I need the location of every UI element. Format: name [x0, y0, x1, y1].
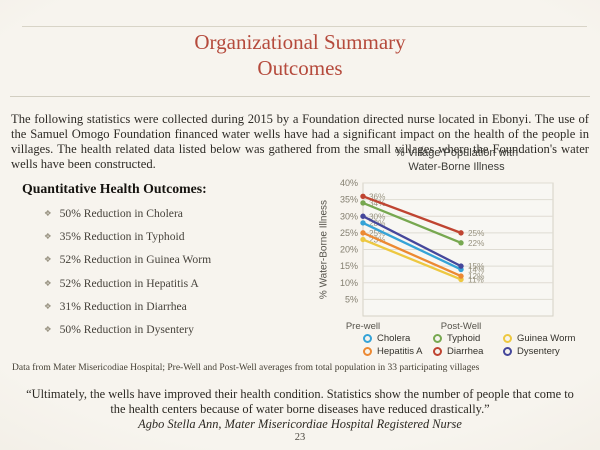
source-note: Data from Mater Misericodiae Hospital; P… — [12, 363, 480, 373]
outcome-label: 52% Reduction in Guinea Worm — [59, 253, 212, 267]
outcomes-list: ❖ 50% Reduction in Cholera ❖ 35% Reduction… — [44, 207, 211, 346]
ring-marker-icon — [503, 347, 512, 356]
legend-item-cholera: Cholera — [363, 333, 433, 344]
diamond-bullet-icon: ❖ — [44, 231, 52, 242]
ring-marker-icon — [363, 334, 372, 343]
svg-text:15%: 15% — [340, 261, 358, 271]
svg-text:20%: 20% — [340, 245, 358, 255]
svg-text:40%: 40% — [340, 178, 358, 188]
legend-label: Typhoid — [447, 333, 481, 344]
diamond-bullet-icon: ❖ — [44, 277, 52, 288]
svg-text:30%: 30% — [340, 211, 358, 221]
outcome-label: 50% Reduction in Cholera — [59, 207, 183, 220]
svg-text:Post-Well: Post-Well — [441, 321, 481, 332]
diamond-bullet-icon: ❖ — [44, 208, 52, 218]
svg-text:30%: 30% — [369, 212, 385, 221]
chart-legend: Cholera Typhoid Guinea Worm Hepatitis A … — [363, 333, 600, 357]
list-item: ❖ 52% Reduction in Guinea Worm — [44, 253, 211, 268]
list-item: ❖ 50% Reduction in Cholera — [44, 207, 211, 222]
svg-text:11%: 11% — [468, 275, 484, 284]
line-chart-plot: 5% 10% 15% 20% 25% 30% 35% 40% Pre-well Post-Well… — [340, 178, 554, 332]
svg-text:5%: 5% — [345, 294, 358, 304]
svg-text:22%: 22% — [468, 239, 484, 248]
water-borne-illness-chart: % Village Population with Water-Borne Il… — [313, 146, 600, 368]
legend-label: Guinea Worm — [517, 333, 576, 344]
legend-item-typhoid: Typhoid — [433, 333, 503, 344]
list-item: ❖ 31% Reduction in Diarrhea — [44, 300, 211, 315]
slide-title: Organizational Summary — [194, 30, 406, 54]
slide-title-block: Organizational Summary Outcomes — [0, 29, 600, 81]
svg-text:25%: 25% — [369, 229, 385, 238]
svg-text:35%: 35% — [340, 195, 358, 205]
ring-marker-icon — [433, 334, 442, 343]
intro-paragraph: The following statistics were collected … — [11, 111, 589, 172]
list-item: ❖ 50% Reduction in Dysentery — [44, 323, 211, 338]
legend-label: Diarrhea — [447, 346, 484, 357]
ring-marker-icon — [503, 334, 512, 343]
legend-label: Cholera — [377, 333, 411, 344]
diamond-bullet-icon: ❖ — [44, 254, 52, 265]
svg-text:25%: 25% — [468, 229, 484, 238]
svg-text:15%: 15% — [468, 262, 484, 271]
outcomes-heading: Quantitative Health Outcomes: — [22, 181, 207, 196]
svg-text:25%: 25% — [340, 228, 358, 238]
list-item: ❖ 52% Reduction in Hepatitis A — [44, 277, 211, 292]
top-divider — [22, 26, 587, 27]
outcome-label: 52% Reduction in Hepatitis A — [59, 276, 199, 290]
outcome-label: 35% Reduction in Typhoid — [59, 230, 185, 244]
legend-item-guinea-worm: Guinea Worm — [503, 333, 600, 344]
outcome-label: 31% Reduction in Diarrhea — [59, 299, 187, 313]
legend-item-hepatitis-a: Hepatitis A — [363, 346, 433, 357]
legend-item-diarrhea: Diarrhea — [433, 346, 503, 357]
svg-text:10%: 10% — [340, 278, 358, 288]
slide-subtitle: Outcomes — [257, 56, 343, 80]
list-item: ❖ 35% Reduction in Typhoid — [44, 230, 211, 245]
svg-text:36%: 36% — [369, 192, 385, 201]
header-divider — [10, 96, 590, 97]
ring-marker-icon — [363, 347, 372, 356]
svg-text:Pre-well: Pre-well — [346, 321, 380, 332]
svg-text:34%: 34% — [369, 199, 385, 208]
diamond-bullet-icon: ❖ — [44, 300, 52, 311]
quote-text: “Ultimately, the wells have improved the… — [26, 387, 574, 416]
legend-label: Dysentery — [517, 346, 560, 357]
svg-text:14%: 14% — [468, 265, 484, 274]
legend-item-dysentery: Dysentery — [503, 346, 600, 357]
diamond-bullet-icon: ❖ — [44, 323, 52, 334]
quote-attribution: Agbo Stella Ann, Mater Misericordiae Hos… — [138, 417, 462, 431]
svg-text:12%: 12% — [468, 272, 484, 281]
page-number: 23 — [294, 432, 306, 443]
legend-label: Hepatitis A — [377, 346, 423, 357]
chart-title: % Village Population with Water-Borne Il… — [394, 147, 519, 173]
ring-marker-icon — [433, 347, 442, 356]
outcome-label: 50% Reduction in Dysentery — [59, 322, 194, 336]
